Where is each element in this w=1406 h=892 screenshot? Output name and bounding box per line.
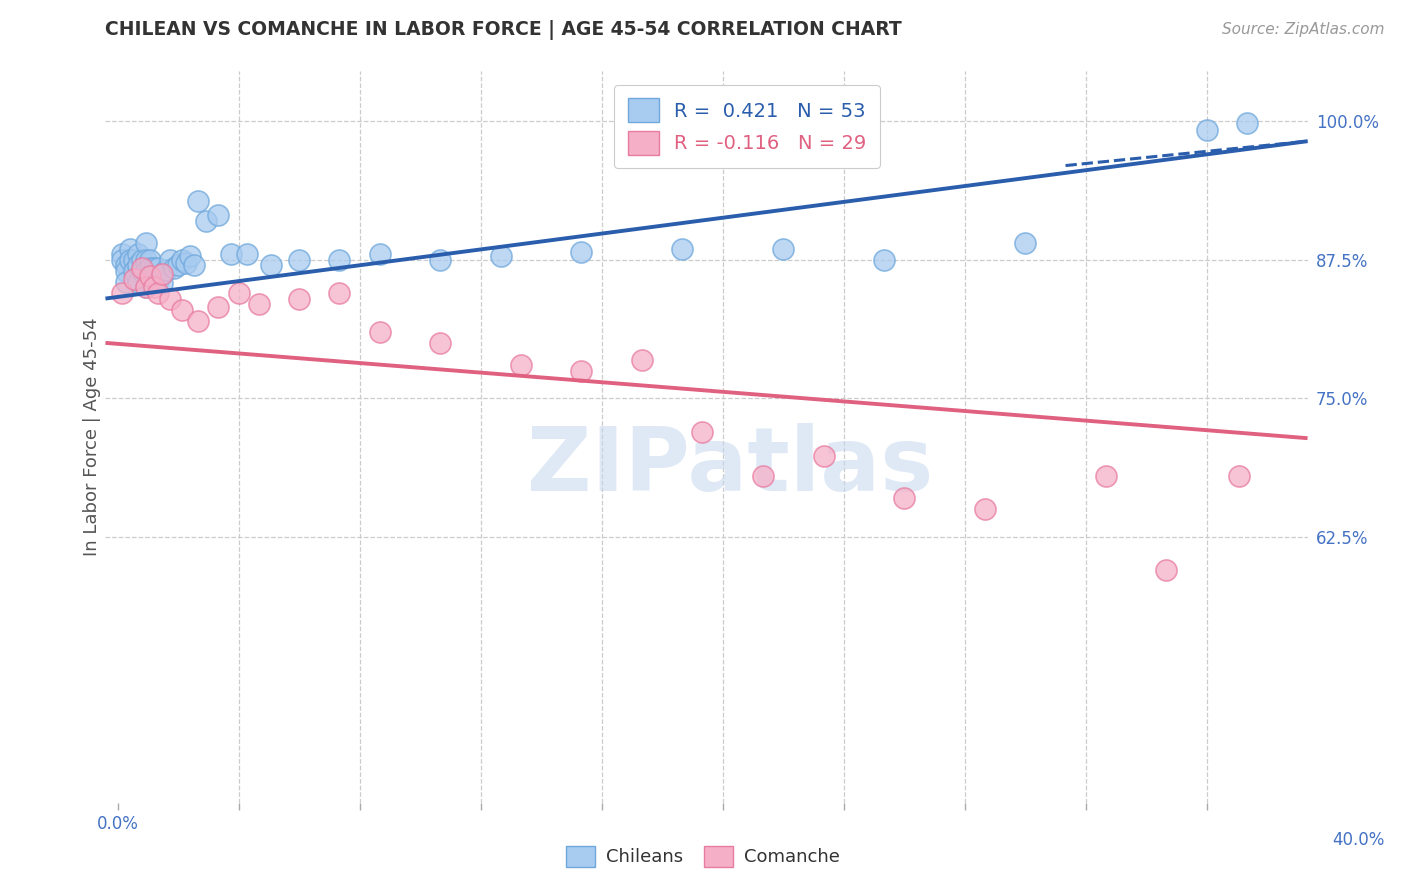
Point — [159, 252, 181, 267]
Point — [135, 280, 157, 294]
Point — [167, 258, 190, 272]
Point — [155, 262, 177, 277]
Point — [1227, 468, 1250, 483]
Point — [131, 260, 153, 275]
Point — [228, 285, 250, 300]
Point — [146, 274, 169, 288]
Point — [973, 502, 995, 516]
Point — [127, 258, 149, 272]
Point — [328, 285, 350, 300]
Point — [142, 271, 165, 285]
Point — [139, 252, 162, 267]
Point — [110, 285, 132, 300]
Point — [1236, 116, 1258, 130]
Point — [135, 280, 157, 294]
Y-axis label: In Labor Force | Age 45-54: In Labor Force | Age 45-54 — [83, 318, 101, 557]
Point — [146, 260, 169, 275]
Point — [122, 264, 145, 278]
Point — [571, 245, 593, 260]
Point — [772, 242, 794, 256]
Point — [368, 247, 391, 261]
Point — [429, 335, 451, 350]
Text: Source: ZipAtlas.com: Source: ZipAtlas.com — [1222, 22, 1385, 37]
Point — [179, 249, 201, 263]
Point — [142, 260, 165, 275]
Text: ZIPatlas: ZIPatlas — [527, 423, 934, 510]
Point — [118, 252, 141, 267]
Point — [489, 249, 512, 263]
Point — [135, 252, 157, 267]
Point — [187, 194, 209, 208]
Point — [114, 275, 136, 289]
Point — [510, 358, 533, 372]
Point — [893, 491, 915, 505]
Legend: Chileans, Comanche: Chileans, Comanche — [558, 838, 848, 874]
Point — [692, 425, 714, 439]
Point — [163, 260, 186, 275]
Point — [122, 271, 145, 285]
Point — [122, 252, 145, 267]
Point — [195, 214, 218, 228]
Point — [114, 264, 136, 278]
Point — [288, 292, 311, 306]
Point — [110, 247, 132, 261]
Point — [1195, 123, 1218, 137]
Point — [328, 252, 350, 267]
Point — [139, 260, 162, 275]
Point — [288, 252, 311, 267]
Point — [873, 252, 896, 267]
Point — [174, 256, 197, 270]
Point — [150, 267, 173, 281]
Point — [207, 301, 229, 315]
Point — [247, 297, 270, 311]
Point — [135, 236, 157, 251]
Point — [631, 352, 654, 367]
Point — [127, 275, 149, 289]
Point — [150, 267, 173, 281]
Point — [671, 242, 693, 256]
Point — [172, 252, 194, 267]
Point — [118, 242, 141, 256]
Point — [146, 285, 169, 300]
Point — [150, 276, 173, 290]
Point — [368, 325, 391, 339]
Point — [131, 264, 153, 278]
Point — [135, 264, 157, 278]
Legend: R =  0.421   N = 53, R = -0.116   N = 29: R = 0.421 N = 53, R = -0.116 N = 29 — [614, 85, 880, 169]
Point — [429, 252, 451, 267]
Point — [207, 209, 229, 223]
Point — [159, 292, 181, 306]
Point — [187, 314, 209, 328]
Point — [235, 247, 257, 261]
Point — [571, 363, 593, 377]
Point — [260, 258, 283, 272]
Point — [813, 449, 835, 463]
Text: CHILEAN VS COMANCHE IN LABOR FORCE | AGE 45-54 CORRELATION CHART: CHILEAN VS COMANCHE IN LABOR FORCE | AGE… — [105, 21, 903, 40]
Point — [172, 302, 194, 317]
Point — [752, 468, 775, 483]
Point — [110, 252, 132, 267]
Point — [139, 269, 162, 284]
Point — [127, 247, 149, 261]
Point — [139, 271, 162, 285]
Point — [142, 280, 165, 294]
Point — [219, 247, 242, 261]
Text: 40.0%: 40.0% — [1333, 831, 1385, 849]
Point — [114, 258, 136, 272]
Point — [131, 252, 153, 267]
Point — [1156, 563, 1178, 577]
Point — [1014, 236, 1036, 251]
Point — [183, 258, 205, 272]
Point — [1095, 468, 1118, 483]
